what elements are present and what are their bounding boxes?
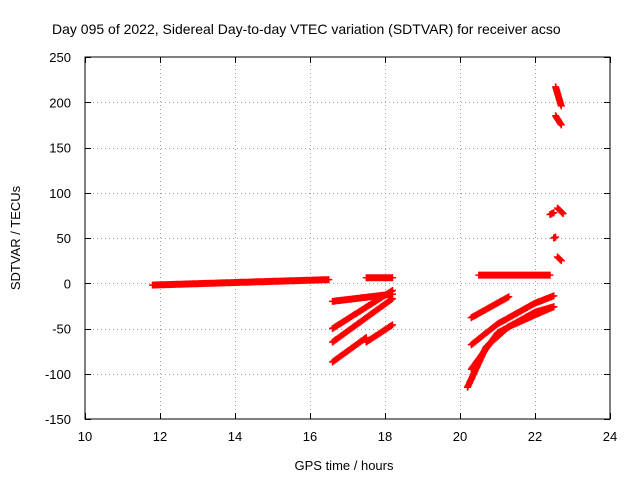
series-s10 (467, 292, 558, 349)
series-s15 (554, 204, 567, 218)
chart-title: Day 095 of 2022, Sidereal Day-to-day VTE… (52, 21, 561, 37)
x-axis-label: GPS time / hours (295, 458, 394, 473)
series-s1 (149, 276, 333, 289)
y-tick-label: -50 (52, 322, 71, 337)
series-s12 (464, 303, 558, 391)
series-marks (550, 233, 560, 242)
y-tick-label: -100 (45, 367, 71, 382)
series-s13 (552, 83, 565, 110)
series-marks (554, 253, 565, 265)
y-tick-label: -150 (45, 412, 71, 427)
x-tick-label: 14 (228, 429, 242, 444)
series-marks (467, 292, 558, 349)
series-marks (362, 274, 396, 282)
series-s6 (362, 321, 396, 346)
series-s17 (550, 233, 560, 242)
plot-border (84, 56, 611, 420)
series-marks (329, 295, 396, 346)
series-marks (362, 321, 396, 346)
series-marks (149, 276, 333, 289)
series-marks (552, 83, 565, 110)
y-tick-label: 150 (49, 141, 71, 156)
y-tick-label: 200 (49, 95, 71, 110)
axis-ticks (85, 57, 611, 420)
x-tick-labels: 10 12 14 16 18 20 22 24 (78, 429, 617, 444)
series-s16 (546, 209, 558, 218)
x-tick-label: 12 (153, 429, 167, 444)
x-tick-label: 16 (303, 429, 317, 444)
grid-lines (85, 57, 610, 419)
series-s8 (475, 271, 554, 279)
series-marks (464, 303, 558, 391)
series-s5 (329, 334, 370, 366)
series-s4 (329, 295, 396, 346)
series-s9 (467, 293, 513, 322)
y-tick-label: 0 (64, 276, 71, 291)
x-tick-label: 22 (528, 429, 542, 444)
x-tick-label: 24 (603, 429, 617, 444)
y-tick-label: 250 (49, 50, 71, 65)
y-axis-label: SDTVAR / TECUs (8, 185, 23, 290)
series-s3 (329, 287, 396, 332)
series-s18 (554, 253, 565, 265)
x-tick-label: 10 (78, 429, 92, 444)
x-tick-label: 18 (378, 429, 392, 444)
y-tick-label: 50 (57, 231, 71, 246)
series-marks (546, 209, 558, 218)
y-tick-label: 100 (49, 186, 71, 201)
series-s7 (362, 274, 396, 282)
series-marks (329, 334, 370, 366)
series-marks (467, 293, 513, 322)
series-marks (554, 204, 567, 218)
series-s14 (552, 112, 565, 129)
x-tick-label: 20 (453, 429, 467, 444)
series-marks (329, 287, 396, 332)
series-marks (552, 112, 565, 129)
series-marks (475, 271, 554, 279)
data-series (149, 83, 567, 391)
y-tick-labels: -150 -100 -50 0 50 100 150 200 250 (45, 50, 71, 427)
